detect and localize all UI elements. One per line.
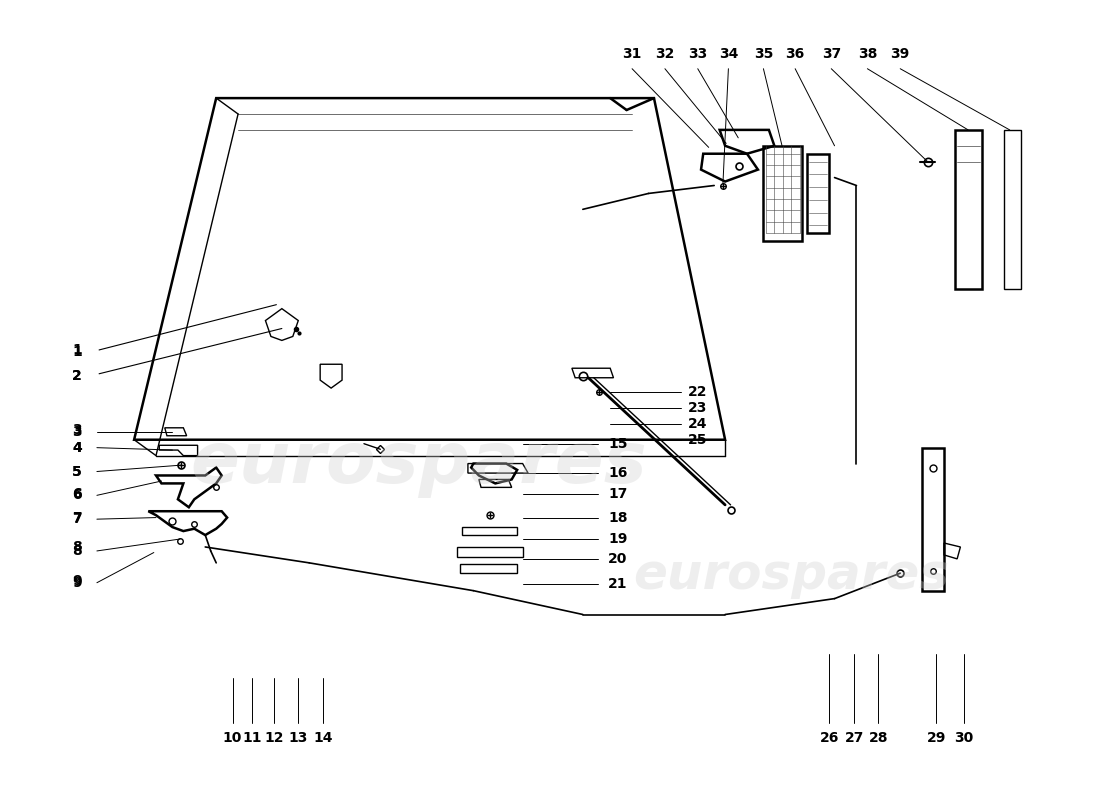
Text: 18: 18	[608, 510, 628, 525]
Text: 28: 28	[869, 730, 888, 745]
Text: 9: 9	[73, 574, 82, 588]
Text: 23: 23	[689, 401, 707, 415]
Text: 25: 25	[688, 433, 707, 446]
Text: 6: 6	[73, 486, 82, 501]
Text: 20: 20	[608, 552, 627, 566]
Text: 31: 31	[623, 47, 641, 62]
Text: 4: 4	[73, 441, 82, 454]
Text: 32: 32	[656, 47, 674, 62]
Text: 27: 27	[845, 730, 864, 745]
Text: 37: 37	[822, 47, 840, 62]
Text: 8: 8	[73, 540, 82, 554]
Text: 2: 2	[73, 369, 82, 383]
Text: 3: 3	[73, 425, 82, 438]
Text: 14: 14	[314, 730, 333, 745]
Text: 8: 8	[73, 544, 82, 558]
Text: eurospares: eurospares	[190, 429, 647, 498]
Text: 19: 19	[608, 532, 627, 546]
Text: 9: 9	[73, 576, 82, 590]
Text: 24: 24	[688, 417, 707, 431]
Text: 13: 13	[288, 730, 308, 745]
Text: 39: 39	[891, 47, 910, 62]
Text: 12: 12	[264, 730, 284, 745]
Text: 2: 2	[73, 369, 82, 383]
Text: 36: 36	[785, 47, 805, 62]
Text: 38: 38	[858, 47, 877, 62]
Text: 1: 1	[73, 343, 82, 357]
Text: 29: 29	[926, 730, 946, 745]
Text: 6: 6	[73, 488, 82, 502]
Text: 17: 17	[608, 486, 627, 501]
Text: 7: 7	[73, 512, 82, 526]
Text: 22: 22	[688, 385, 707, 399]
Text: 3: 3	[73, 423, 82, 437]
Text: 7: 7	[73, 510, 82, 525]
Text: 35: 35	[754, 47, 773, 62]
Text: 21: 21	[608, 578, 628, 591]
Text: 11: 11	[243, 730, 262, 745]
Text: 16: 16	[608, 466, 627, 480]
Text: 30: 30	[954, 730, 974, 745]
Text: 26: 26	[820, 730, 839, 745]
Text: 33: 33	[689, 47, 707, 62]
Text: 15: 15	[608, 437, 628, 450]
Text: 5: 5	[73, 465, 82, 478]
Text: eurospares: eurospares	[632, 550, 949, 598]
Text: 5: 5	[73, 465, 82, 478]
Text: 10: 10	[223, 730, 242, 745]
Text: 4: 4	[73, 441, 82, 454]
Text: 34: 34	[718, 47, 738, 62]
Text: 1: 1	[73, 346, 82, 359]
